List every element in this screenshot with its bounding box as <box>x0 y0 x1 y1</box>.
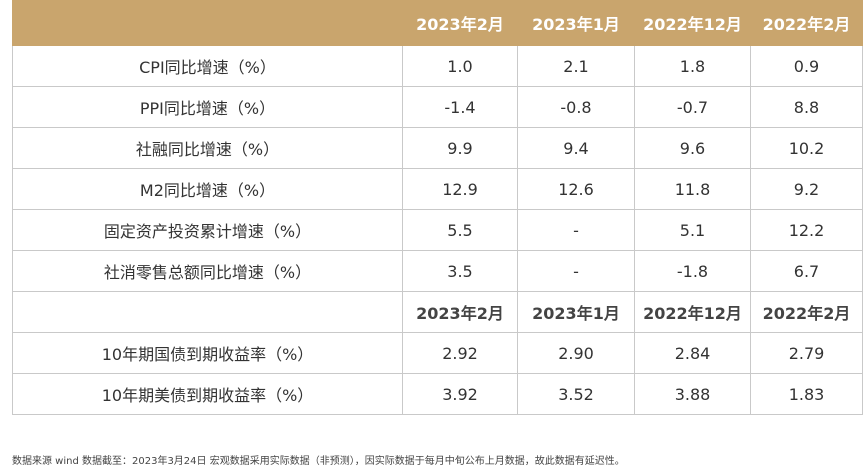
cell-value: 0.9 <box>750 45 863 87</box>
cell-value: -0.7 <box>634 86 751 128</box>
table-row: 社消零售总额同比增速（%） 3.5 - -1.8 6.7 <box>12 250 863 292</box>
header-period: 2023年1月 <box>517 0 635 46</box>
cell-value: 2.84 <box>634 332 751 374</box>
row-label: 固定资产投资累计增速（%） <box>12 209 403 251</box>
header-period: 2022年12月 <box>634 0 751 46</box>
cell-value: 9.6 <box>634 127 751 169</box>
cell-value: 12.9 <box>402 168 518 210</box>
cell-value: -0.8 <box>517 86 635 128</box>
row-label: 社消零售总额同比增速（%） <box>12 250 403 292</box>
table-row: 固定资产投资累计增速（%） 5.5 - 5.1 12.2 <box>12 209 863 251</box>
cell-value: 10.2 <box>750 127 863 169</box>
cell-value: 2.79 <box>750 332 863 374</box>
row-label: CPI同比增速（%） <box>12 45 403 87</box>
cell-value: 12.2 <box>750 209 863 251</box>
cell-value: -1.8 <box>634 250 751 292</box>
subheader-period: 2023年2月 <box>402 291 518 333</box>
cell-value: - <box>517 209 635 251</box>
table-row: M2同比增速（%） 12.9 12.6 11.8 9.2 <box>12 168 863 210</box>
table-row: 10年期美债到期收益率（%） 3.92 3.52 3.88 1.83 <box>12 373 863 415</box>
table-row: PPI同比增速（%） -1.4 -0.8 -0.7 8.8 <box>12 86 863 128</box>
table-row: 10年期国债到期收益率（%） 2.92 2.90 2.84 2.79 <box>12 332 863 374</box>
cell-value: 3.52 <box>517 373 635 415</box>
header-corner-cell <box>12 0 403 46</box>
table-subheader-row: 2023年2月 2023年1月 2022年12月 2022年2月 <box>12 291 863 333</box>
subheader-period: 2022年2月 <box>750 291 863 333</box>
table-header-row: 2023年2月 2023年1月 2022年12月 2022年2月 <box>12 0 863 46</box>
cell-value: 1.83 <box>750 373 863 415</box>
cell-value: 3.92 <box>402 373 518 415</box>
cell-value: 2.92 <box>402 332 518 374</box>
table-row: 社融同比增速（%） 9.9 9.4 9.6 10.2 <box>12 127 863 169</box>
cell-value: 1.8 <box>634 45 751 87</box>
cell-value: 5.5 <box>402 209 518 251</box>
cell-value: 3.5 <box>402 250 518 292</box>
cell-value: 11.8 <box>634 168 751 210</box>
cell-value: 5.1 <box>634 209 751 251</box>
row-label: M2同比增速（%） <box>12 168 403 210</box>
cell-value: 8.8 <box>750 86 863 128</box>
cell-value: 9.4 <box>517 127 635 169</box>
cell-value: 2.90 <box>517 332 635 374</box>
row-label: 社融同比增速（%） <box>12 127 403 169</box>
cell-value: 3.88 <box>634 373 751 415</box>
cell-value: 2.1 <box>517 45 635 87</box>
cell-value: 12.6 <box>517 168 635 210</box>
header-period: 2022年2月 <box>750 0 863 46</box>
subheader-corner-cell <box>12 291 403 333</box>
row-label: PPI同比增速（%） <box>12 86 403 128</box>
footnote: 数据来源 wind 数据截至：2023年3月24日 宏观数据采用实际数据（非预测… <box>12 456 625 467</box>
row-label: 10年期美债到期收益率（%） <box>12 373 403 415</box>
macro-data-table: 2023年2月 2023年1月 2022年12月 2022年2月 CPI同比增速… <box>12 0 863 415</box>
cell-value: -1.4 <box>402 86 518 128</box>
subheader-period: 2023年1月 <box>517 291 635 333</box>
cell-value: - <box>517 250 635 292</box>
table-row: CPI同比增速（%） 1.0 2.1 1.8 0.9 <box>12 45 863 87</box>
cell-value: 9.2 <box>750 168 863 210</box>
row-label: 10年期国债到期收益率（%） <box>12 332 403 374</box>
cell-value: 1.0 <box>402 45 518 87</box>
subheader-period: 2022年12月 <box>634 291 751 333</box>
cell-value: 6.7 <box>750 250 863 292</box>
header-period: 2023年2月 <box>402 0 518 46</box>
cell-value: 9.9 <box>402 127 518 169</box>
